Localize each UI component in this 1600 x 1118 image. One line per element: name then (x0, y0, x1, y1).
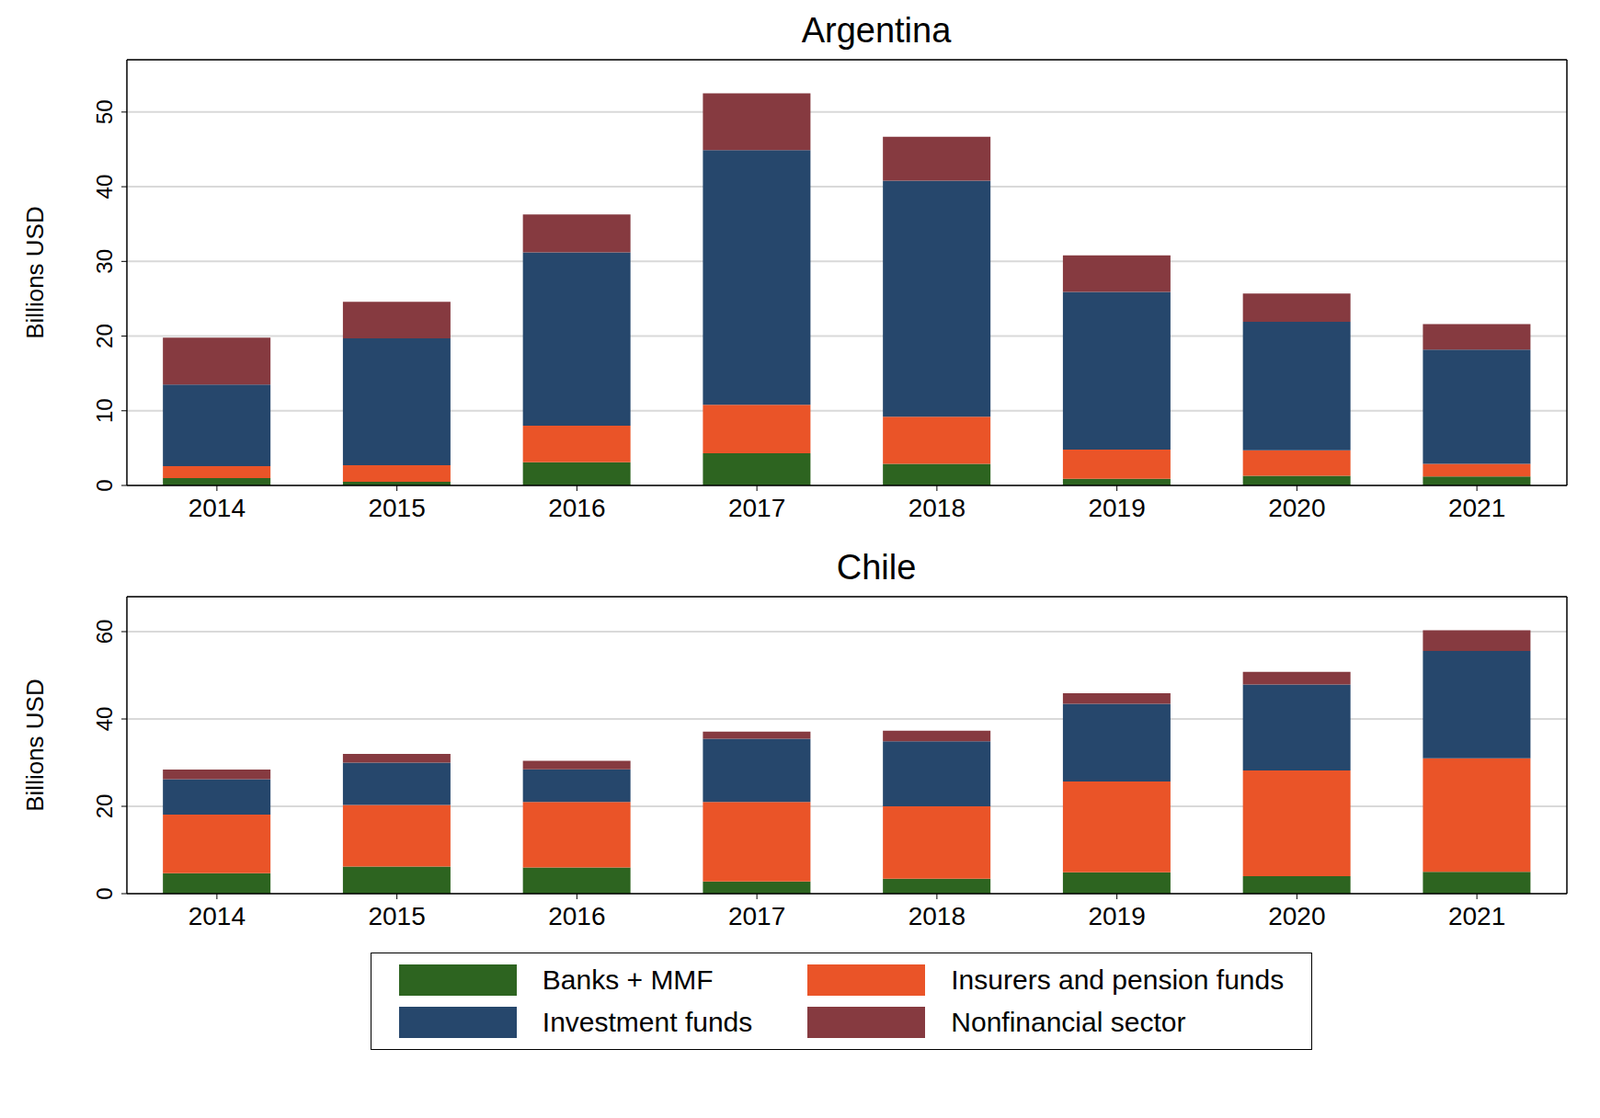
svg-text:20: 20 (91, 323, 117, 349)
html-text:Insurers and pension funds: Insurers and pension funds (951, 964, 1284, 995)
svg-text:2014: 2014 (188, 493, 246, 523)
svg-text:2019: 2019 (1087, 493, 1145, 523)
html-text:Investment funds: Investment funds (542, 1006, 753, 1038)
svg-text:40: 40 (91, 174, 117, 200)
svg-text:0: 0 (91, 479, 117, 492)
svg-text:0: 0 (91, 887, 117, 900)
svg-text:40: 40 (91, 707, 117, 732)
svg-text:Billions USD: Billions USD (21, 205, 49, 340)
svg-text:2016: 2016 (548, 493, 606, 523)
svg-text:2019: 2019 (1087, 902, 1145, 931)
svg-text:2018: 2018 (908, 493, 966, 523)
svg-text:2020: 2020 (1268, 902, 1326, 931)
svg-text:60: 60 (91, 619, 117, 645)
svg-text:50: 50 (91, 100, 117, 126)
svg-text:2020: 2020 (1268, 493, 1326, 523)
svg-text:2018: 2018 (908, 902, 966, 931)
svg-text:2021: 2021 (1448, 493, 1506, 523)
svg-text:2015: 2015 (367, 493, 425, 523)
svg-text:30: 30 (91, 249, 117, 275)
svg-text:20: 20 (91, 794, 117, 820)
svg-text:2016: 2016 (548, 902, 606, 931)
html-text:Chile: Chile (836, 548, 917, 587)
svg-text:2014: 2014 (188, 902, 246, 931)
html-text:Banks + MMF: Banks + MMF (542, 964, 714, 995)
svg-text:2015: 2015 (367, 902, 425, 931)
html-text:Nonfinancial sector: Nonfinancial sector (951, 1006, 1186, 1038)
svg-text:2021: 2021 (1448, 902, 1506, 931)
html-text:Argentina: Argentina (801, 11, 952, 50)
svg-text:2017: 2017 (728, 493, 786, 523)
svg-text:10: 10 (91, 398, 117, 423)
svg-text:2017: 2017 (728, 902, 786, 931)
svg-text:Billions USD: Billions USD (21, 678, 49, 812)
